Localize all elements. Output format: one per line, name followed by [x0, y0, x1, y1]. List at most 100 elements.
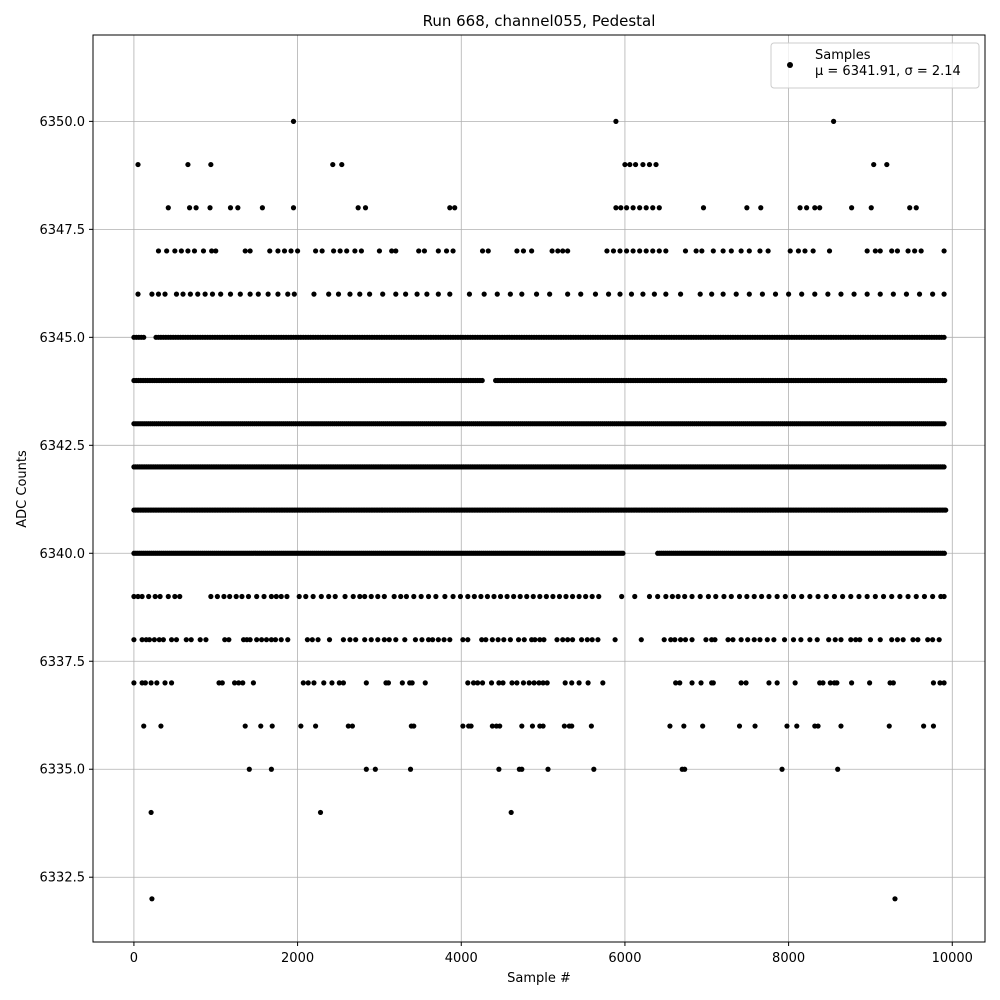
y-tick-label: 6345.0 — [40, 331, 86, 346]
data-point — [584, 637, 590, 643]
x-axis-label: Sample # — [507, 971, 571, 986]
data-point — [787, 248, 793, 254]
data-point — [398, 593, 404, 600]
data-point — [798, 637, 804, 643]
plot-frame — [92, 34, 986, 943]
data-point — [721, 593, 727, 600]
data-point — [868, 205, 874, 211]
data-point — [149, 291, 155, 297]
legend-series-name: Samples — [815, 48, 871, 63]
data-point — [930, 680, 937, 686]
data-point — [156, 637, 162, 643]
data-point — [764, 637, 770, 643]
data-point — [336, 680, 342, 686]
data-point — [425, 593, 432, 600]
data-point — [531, 680, 537, 686]
data-point — [591, 766, 597, 772]
data-point — [470, 680, 477, 686]
data-point — [515, 637, 522, 643]
data-point — [712, 637, 718, 643]
data-point — [393, 291, 399, 297]
data-point — [483, 637, 489, 643]
data-point — [273, 593, 279, 600]
data-point — [849, 205, 855, 211]
data-point — [131, 593, 137, 600]
data-point — [941, 593, 947, 600]
data-point — [148, 809, 154, 816]
data-point — [820, 680, 826, 686]
data-point — [560, 637, 566, 643]
data-point — [173, 637, 180, 643]
data-point — [489, 637, 495, 643]
data-point — [501, 637, 507, 643]
data-point — [536, 680, 542, 686]
data-point — [697, 593, 703, 600]
data-point — [617, 291, 623, 297]
data-point — [242, 723, 248, 729]
x-tick-label: 0 — [130, 951, 138, 966]
data-point — [794, 723, 800, 729]
data-point — [853, 637, 859, 643]
data-point — [682, 593, 688, 600]
data-point — [831, 593, 838, 600]
data-point — [892, 896, 898, 902]
data-point — [640, 291, 646, 297]
data-point — [312, 248, 319, 254]
data-point — [231, 680, 238, 686]
data-point — [693, 248, 699, 254]
data-point — [697, 291, 703, 297]
data-point — [290, 118, 297, 124]
data-point — [630, 205, 636, 211]
data-point — [233, 593, 239, 600]
data-point — [258, 637, 265, 643]
data-point — [237, 291, 243, 297]
data-point — [930, 723, 937, 729]
data-point — [530, 593, 536, 600]
data-point — [357, 593, 363, 600]
data-point — [193, 205, 199, 211]
data-point — [921, 723, 927, 729]
data-point — [435, 637, 441, 643]
data-point — [758, 593, 765, 600]
data-point — [738, 680, 744, 686]
data-point — [311, 680, 317, 686]
data-point — [442, 593, 448, 600]
data-point — [650, 248, 656, 254]
data-point — [148, 680, 154, 686]
data-point — [521, 637, 527, 643]
data-point — [916, 291, 923, 297]
data-point — [452, 205, 458, 211]
data-point — [337, 248, 343, 254]
data-point — [700, 723, 706, 729]
data-point — [812, 205, 818, 211]
data-point — [913, 205, 919, 211]
data-point — [655, 593, 661, 600]
data-point — [544, 680, 550, 686]
data-point — [710, 680, 716, 686]
data-point — [519, 766, 525, 772]
data-point — [330, 248, 337, 254]
data-point — [537, 637, 543, 643]
data-point — [618, 205, 624, 211]
data-point — [263, 637, 270, 643]
data-point — [414, 291, 420, 297]
data-point — [312, 723, 319, 729]
data-point — [897, 593, 903, 600]
data-point — [185, 248, 191, 254]
data-point — [135, 291, 141, 297]
data-point — [402, 637, 408, 643]
data-point — [656, 248, 662, 254]
data-point — [817, 205, 823, 211]
data-point — [403, 291, 409, 297]
data-point — [517, 593, 523, 600]
data-point — [689, 593, 695, 600]
data-point — [368, 593, 374, 600]
data-point — [554, 637, 560, 643]
data-point — [411, 723, 417, 729]
data-point — [358, 248, 365, 254]
data-point — [792, 680, 798, 686]
data-point — [165, 593, 171, 600]
data-point — [889, 248, 895, 254]
